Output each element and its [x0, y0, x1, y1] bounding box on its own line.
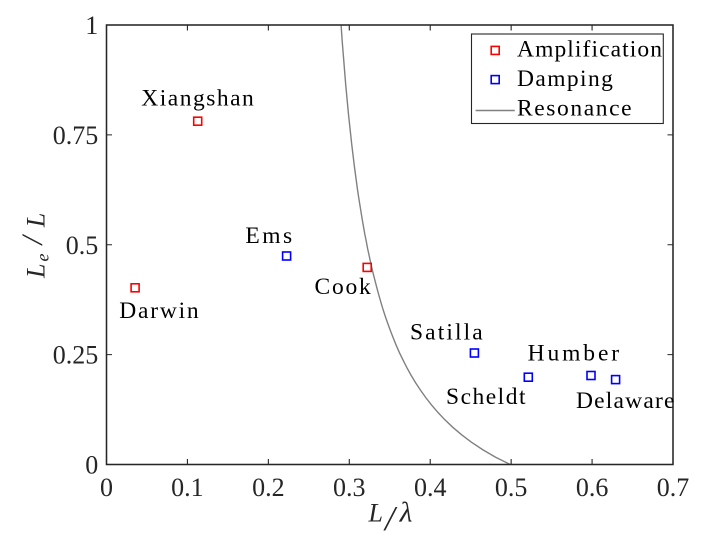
- svg-text:Damping: Damping: [517, 66, 614, 92]
- svg-text:Darwin: Darwin: [119, 298, 200, 324]
- svg-text:Scheldt: Scheldt: [446, 384, 527, 410]
- svg-text:Xiangshan: Xiangshan: [141, 86, 255, 112]
- svg-text:0.6: 0.6: [576, 473, 609, 502]
- svg-text:Resonance: Resonance: [517, 95, 633, 121]
- svg-text:0.75: 0.75: [53, 121, 99, 150]
- svg-text:Amplification: Amplification: [517, 37, 663, 63]
- svg-text:0.4: 0.4: [414, 473, 447, 502]
- svg-text:0.3: 0.3: [333, 473, 366, 502]
- svg-text:Satilla: Satilla: [410, 320, 485, 346]
- svg-text:0.5: 0.5: [66, 231, 99, 260]
- svg-text:Humber: Humber: [528, 341, 622, 367]
- svg-text:0: 0: [100, 473, 113, 502]
- svg-text:0.1: 0.1: [171, 473, 204, 502]
- svg-text:Cook: Cook: [314, 274, 372, 300]
- svg-text:0.2: 0.2: [252, 473, 285, 502]
- svg-text:0: 0: [85, 451, 98, 480]
- svg-text:0.25: 0.25: [53, 341, 99, 370]
- svg-text:Ems: Ems: [245, 223, 294, 249]
- svg-text:0.5: 0.5: [495, 473, 528, 502]
- svg-text:1: 1: [85, 11, 98, 40]
- svg-text:0.7: 0.7: [657, 473, 690, 502]
- svg-text:Delaware: Delaware: [576, 388, 676, 414]
